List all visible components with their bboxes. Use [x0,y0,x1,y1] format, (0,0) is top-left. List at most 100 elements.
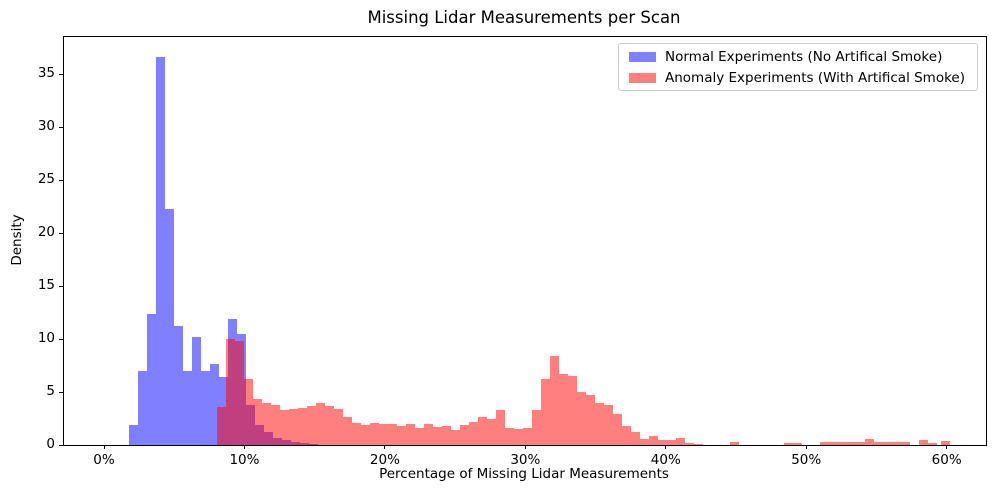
histogram-bar-anomaly [244,379,254,445]
histogram-bar-anomaly [603,404,613,445]
chart-title: Missing Lidar Measurements per Scan [367,8,681,27]
legend-label-normal: Normal Experiments (No Artifical Smoke) [665,48,943,65]
histogram-bar-anomaly [297,407,307,445]
histogram-bar-normal [138,370,147,445]
histogram-bar-normal [147,313,156,445]
legend-entry-normal: Normal Experiments (No Artifical Smoke) [629,48,977,65]
histogram-bar-anomaly [558,374,568,445]
histogram-bar-anomaly [846,441,856,445]
histogram-bar-anomaly [585,394,595,445]
y-tick-label: 20 [37,224,55,241]
x-tick-mark [384,445,386,449]
histogram-bar-anomaly [657,439,667,445]
histogram-bar-anomaly [729,442,739,445]
histogram-bar-anomaly [819,441,829,445]
histogram-bar-anomaly [388,423,397,445]
histogram-bar-anomaly [567,376,577,445]
histogram-bar-anomaly [216,406,226,445]
histogram-bar-anomaly [684,442,694,445]
y-tick-label: 0 [46,436,55,452]
legend-swatch-normal [629,51,656,62]
histogram-bar-anomaly [468,421,478,445]
x-tick-mark [103,445,105,449]
histogram-bar-anomaly [612,414,622,445]
histogram-bar-anomaly [306,405,316,445]
plot-area: 0% 10% 20% 30% 40% 50% 60% 0 5 10 15 20 25 30 35 [38,36,987,468]
x-tick-mark [665,445,667,449]
legend-swatch-anomaly [629,72,656,83]
histogram-bar-anomaly [594,402,604,445]
x-tick-label: 60% [931,452,962,468]
x-tick-label: 40% [650,452,681,468]
histogram-bar-anomaly [549,355,559,445]
y-tick-label: 25 [37,171,55,188]
histogram-bar-anomaly [370,422,379,445]
histogram-bar-anomaly [423,423,433,445]
histogram-bar-normal [200,370,210,445]
histogram-bar-anomaly [882,442,892,445]
histogram-bar-anomaly [405,423,415,445]
histogram-bar-anomaly [693,443,703,445]
histogram-bar-anomaly [414,428,424,445]
histogram-bar-anomaly [235,341,245,445]
histogram-bar-anomaly [487,418,496,445]
histogram-bar-anomaly [225,339,235,445]
y-tick-label: 35 [37,65,55,82]
y-tick-label: 5 [46,383,55,399]
x-tick-mark [243,445,245,449]
histogram-bar-anomaly [513,429,523,445]
histogram-bar-normal [155,57,165,445]
y-tick-mark [59,285,63,287]
histogram-bar-anomaly [459,424,469,445]
histogram-bar-anomaly [271,404,280,445]
x-tick-label: 10% [229,452,260,468]
x-tick-label: 30% [510,452,541,468]
y-tick-label: 10 [37,330,55,347]
histogram-bar-anomaly [396,425,406,445]
histogram-bar-normal [191,336,201,445]
histogram-bar-anomaly [504,428,514,445]
histogram-bar-anomaly [576,392,586,445]
histogram-bar-anomaly [828,441,838,445]
histogram-bar-anomaly [639,438,649,445]
histogram-bar-anomaly [940,441,950,445]
histogram-bar-anomaly [648,436,658,445]
histogram-bar-anomaly [531,410,541,445]
histogram-bar-anomaly [621,426,631,445]
histogram-bar-anomaly [855,441,865,445]
histogram-bar-anomaly [873,441,883,445]
y-tick-mark [59,338,63,340]
histogram-bar-normal [164,208,174,445]
histogram-bar-anomaly [253,399,262,445]
histogram-bar-anomaly [342,417,352,445]
x-tick-label: 20% [369,452,400,468]
y-tick-label: 15 [37,277,55,294]
histogram-bar-anomaly [450,430,460,445]
y-tick-mark [59,232,63,234]
x-tick-label: 50% [791,452,822,468]
y-tick-label: 30 [37,118,55,135]
histogram-bar-anomaly [441,425,451,445]
histogram-bar-normal [209,364,219,445]
y-tick-mark [59,73,63,75]
histogram-bar-normal [129,424,138,445]
histogram-bar-anomaly [351,422,361,445]
histogram-bar-anomaly [792,442,802,445]
histogram-bar-anomaly [432,426,442,445]
y-axis-label: Density [9,214,25,266]
histogram-bar-normal [182,370,192,445]
histogram-bar-anomaly [315,402,325,445]
x-tick-mark [805,445,807,449]
histogram-bar-anomaly [927,442,937,445]
histogram-bar-normal [173,326,183,445]
histogram-bar-anomaly [379,423,388,445]
histogram-bar-anomaly [522,428,532,445]
y-tick-mark [59,179,63,181]
histogram-bar-anomaly [496,410,505,445]
histogram-bar-anomaly [864,438,874,445]
histogram-bar-anomaly [280,410,289,445]
y-tick-mark [59,444,63,446]
histogram-bar-anomaly [630,431,640,445]
histogram-bar-anomaly [783,442,793,445]
